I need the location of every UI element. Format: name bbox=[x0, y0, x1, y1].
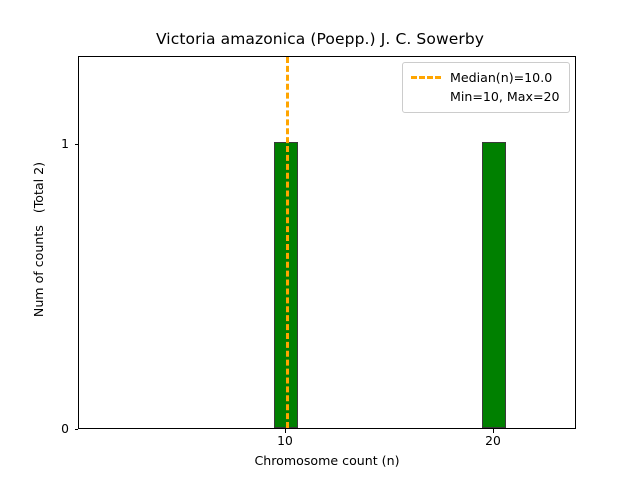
median-line bbox=[285, 57, 289, 428]
bar-n-20[interactable] bbox=[481, 142, 506, 428]
legend[interactable]: Median(n)=10.0 Min=10, Max=20 bbox=[402, 62, 570, 113]
ytick-label-0: 0 bbox=[61, 422, 69, 436]
xtick-label-10: 10 bbox=[277, 434, 293, 448]
legend-label-median: Median(n)=10.0 bbox=[450, 70, 553, 85]
plot-inner bbox=[79, 57, 575, 428]
plot-area bbox=[78, 56, 576, 429]
ytick-label-1: 1 bbox=[61, 137, 69, 151]
page-title: Victoria amazonica (Poepp.) J. C. Sowerb… bbox=[155, 30, 485, 48]
legend-entry-minmax: Min=10, Max=20 bbox=[411, 87, 560, 106]
xtick-label-20: 20 bbox=[485, 434, 501, 448]
y-axis-label: Num of counts (Total 2) bbox=[31, 161, 46, 318]
xtick-mark-10 bbox=[284, 429, 286, 433]
dashed-line-icon bbox=[411, 76, 441, 79]
ytick-mark-1 bbox=[74, 143, 78, 145]
legend-entry-median: Median(n)=10.0 bbox=[411, 68, 560, 87]
legend-label-minmax: Min=10, Max=20 bbox=[450, 89, 560, 104]
xtick-mark-20 bbox=[492, 429, 494, 433]
ytick-mark-0 bbox=[74, 428, 78, 430]
x-axis-label: Chromosome count (n) bbox=[254, 453, 400, 468]
